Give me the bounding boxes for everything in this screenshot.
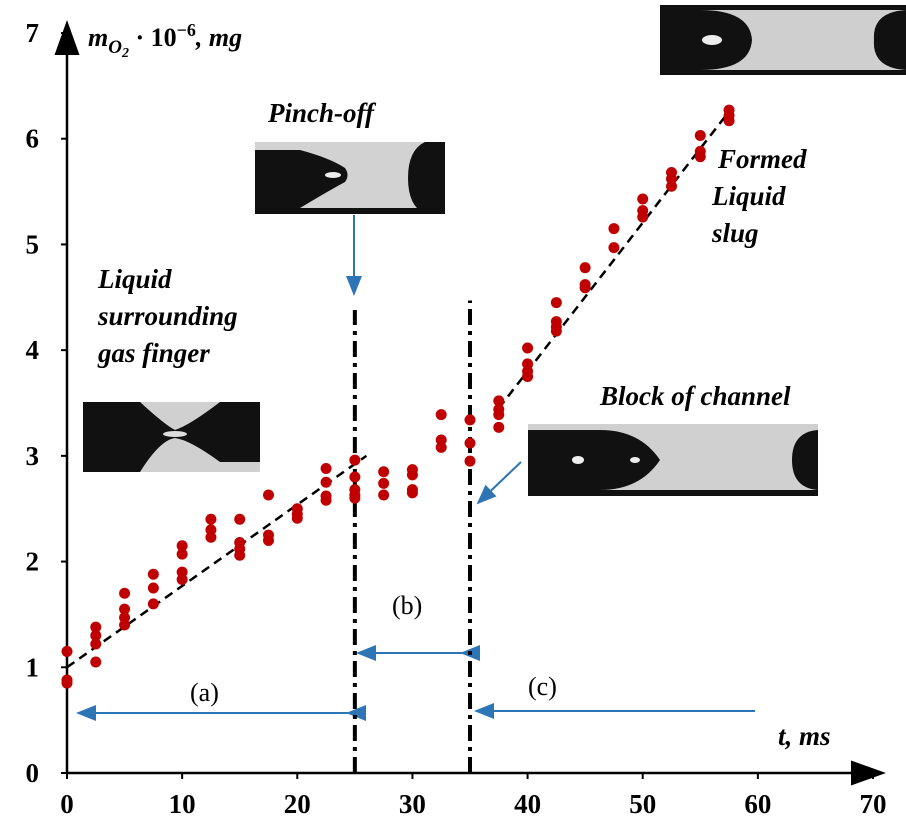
annotation: Block of channel <box>599 381 791 411</box>
data-point <box>723 115 735 127</box>
photo-liquid-surrounding <box>83 402 260 472</box>
data-point <box>147 568 159 580</box>
y-tick-label: 6 <box>26 124 40 154</box>
data-point <box>435 409 447 421</box>
data-point <box>147 582 159 594</box>
data-point <box>263 534 274 546</box>
data-point <box>464 455 476 467</box>
data-point <box>291 512 303 524</box>
data-point <box>349 454 361 466</box>
data-point <box>406 469 418 481</box>
data-point <box>579 262 591 274</box>
x-tick-label: 70 <box>860 789 887 819</box>
data-point <box>90 630 102 642</box>
data-point <box>579 282 591 294</box>
data-point <box>493 395 505 407</box>
data-point <box>550 297 562 309</box>
span-label: (b) <box>392 591 422 620</box>
data-point <box>637 193 649 205</box>
data-point <box>205 513 217 525</box>
data-point <box>320 463 332 475</box>
data-point <box>349 471 361 483</box>
photo-formed-slug <box>660 5 906 75</box>
data-point <box>666 180 677 192</box>
x-tick-label: 30 <box>399 789 426 819</box>
data-point <box>637 211 649 223</box>
x-axis-label: t, ms <box>778 721 831 751</box>
data-point <box>61 677 73 689</box>
data-point <box>176 574 188 586</box>
photo-block-of-channel <box>528 424 818 496</box>
data-point <box>90 621 102 633</box>
data-point <box>234 513 246 525</box>
photo-pinch-off <box>255 142 445 214</box>
x-tick-label: 0 <box>60 789 74 819</box>
data-point <box>493 421 505 433</box>
data-point <box>550 325 562 337</box>
y-tick-label: 5 <box>26 229 40 259</box>
data-point <box>90 638 102 650</box>
data-point <box>378 489 390 501</box>
data-point <box>320 494 332 506</box>
y-tick-label: 1 <box>26 652 40 682</box>
data-point <box>378 477 390 489</box>
x-tick-label: 40 <box>514 789 541 819</box>
annotation: Formed Liquid slug <box>711 144 813 248</box>
y-tick-label: 0 <box>26 758 40 788</box>
data-point <box>119 603 131 615</box>
span-label: (c) <box>528 672 557 701</box>
trend-line <box>66 454 368 669</box>
annotation: Liquid surrounding gas finger <box>97 264 244 368</box>
data-point <box>464 414 476 426</box>
span-label: (a) <box>190 678 219 707</box>
data-point <box>176 540 188 552</box>
data-point <box>147 598 159 610</box>
data-point <box>464 437 476 449</box>
x-tick-label: 10 <box>169 789 196 819</box>
data-point <box>435 441 447 453</box>
data-point <box>61 645 73 657</box>
data-point <box>205 531 217 543</box>
data-point <box>694 130 706 142</box>
data-point <box>493 409 505 421</box>
data-point <box>694 151 706 163</box>
data-point <box>406 487 418 499</box>
x-tick-label: 60 <box>744 789 771 819</box>
data-point <box>349 492 361 504</box>
data-point <box>320 476 332 488</box>
trend-line <box>497 106 734 410</box>
y-tick-label: 7 <box>26 18 40 48</box>
data-point <box>378 466 390 478</box>
arrows <box>76 215 755 721</box>
data-point <box>176 548 188 560</box>
y-tick-label: 4 <box>26 335 40 365</box>
data-point <box>608 242 620 254</box>
y-tick-label: 2 <box>26 547 40 577</box>
data-point <box>90 656 102 668</box>
annotation: Pinch-off <box>267 98 377 128</box>
data-point <box>119 619 131 631</box>
x-tick-label: 50 <box>629 789 656 819</box>
y-axis-label: mO2 · 10−6, mg <box>88 20 242 61</box>
data-point <box>522 342 534 354</box>
y-tick-label: 3 <box>26 441 40 471</box>
data-point <box>234 549 246 561</box>
data-point <box>608 223 620 235</box>
x-tick-label: 20 <box>284 789 311 819</box>
data-point <box>522 371 534 383</box>
data-point <box>263 489 274 501</box>
data-point <box>119 587 131 599</box>
